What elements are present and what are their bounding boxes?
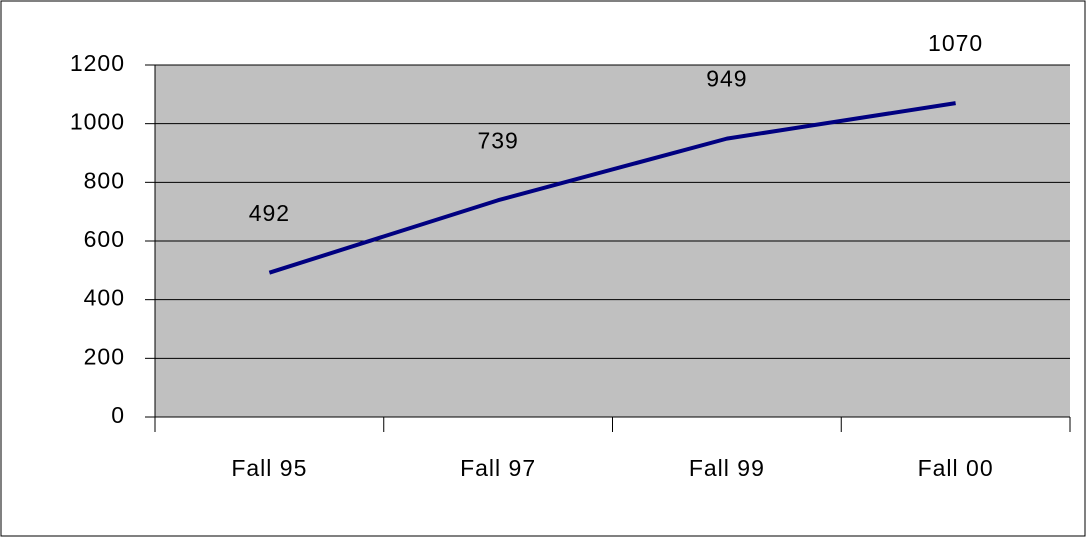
y-tick-label: 600 bbox=[84, 226, 125, 252]
x-tick-label: Fall 97 bbox=[460, 455, 536, 481]
data-label: 739 bbox=[477, 127, 518, 153]
y-tick-label: 400 bbox=[84, 285, 125, 311]
y-tick-label: 800 bbox=[84, 167, 125, 193]
y-tick-label: 1000 bbox=[70, 109, 125, 135]
x-tick-label: Fall 00 bbox=[918, 455, 994, 481]
data-label: 949 bbox=[706, 66, 747, 92]
y-tick-label: 1200 bbox=[70, 50, 125, 76]
line bbox=[268, 101, 956, 275]
x-tick-label: Fall 99 bbox=[689, 455, 765, 481]
data-label: 492 bbox=[249, 200, 290, 226]
y-tick-label: 200 bbox=[84, 343, 125, 369]
data-label: 1070 bbox=[928, 30, 983, 56]
y-tick-label: 0 bbox=[111, 402, 125, 428]
x-tick-label: Fall 95 bbox=[231, 455, 307, 481]
